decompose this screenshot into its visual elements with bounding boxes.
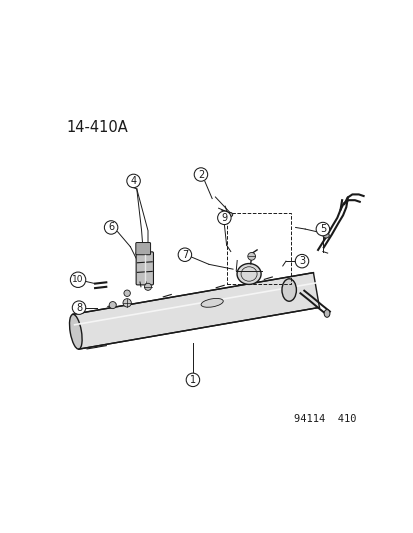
Circle shape (104, 221, 118, 234)
FancyBboxPatch shape (135, 243, 150, 255)
Text: 4: 4 (130, 176, 136, 186)
FancyBboxPatch shape (136, 252, 153, 285)
Circle shape (217, 211, 230, 224)
Circle shape (194, 168, 207, 181)
Circle shape (72, 301, 85, 314)
Ellipse shape (281, 279, 296, 301)
Text: 10: 10 (72, 275, 83, 284)
Bar (226, 213, 290, 284)
Text: 8: 8 (76, 303, 82, 313)
Circle shape (123, 298, 131, 307)
Circle shape (144, 283, 151, 290)
Circle shape (316, 222, 329, 236)
Circle shape (186, 373, 199, 386)
Text: 5: 5 (319, 224, 325, 234)
Text: 7: 7 (181, 250, 188, 260)
Ellipse shape (322, 233, 328, 238)
Circle shape (70, 272, 85, 287)
Polygon shape (73, 273, 319, 349)
Text: 6: 6 (108, 222, 114, 232)
Circle shape (123, 290, 130, 296)
Ellipse shape (323, 310, 329, 317)
Ellipse shape (201, 298, 223, 307)
Ellipse shape (226, 212, 232, 217)
Text: 1: 1 (190, 375, 195, 385)
Ellipse shape (237, 263, 261, 285)
Circle shape (247, 253, 255, 260)
Circle shape (178, 248, 191, 262)
Text: 9: 9 (221, 213, 227, 223)
Circle shape (126, 174, 140, 188)
Text: 94114  410: 94114 410 (293, 414, 356, 424)
Circle shape (294, 254, 308, 268)
Text: 2: 2 (197, 169, 204, 180)
Text: 14-410A: 14-410A (66, 120, 128, 135)
Text: 3: 3 (298, 256, 304, 266)
Circle shape (109, 302, 116, 309)
Ellipse shape (69, 314, 82, 349)
